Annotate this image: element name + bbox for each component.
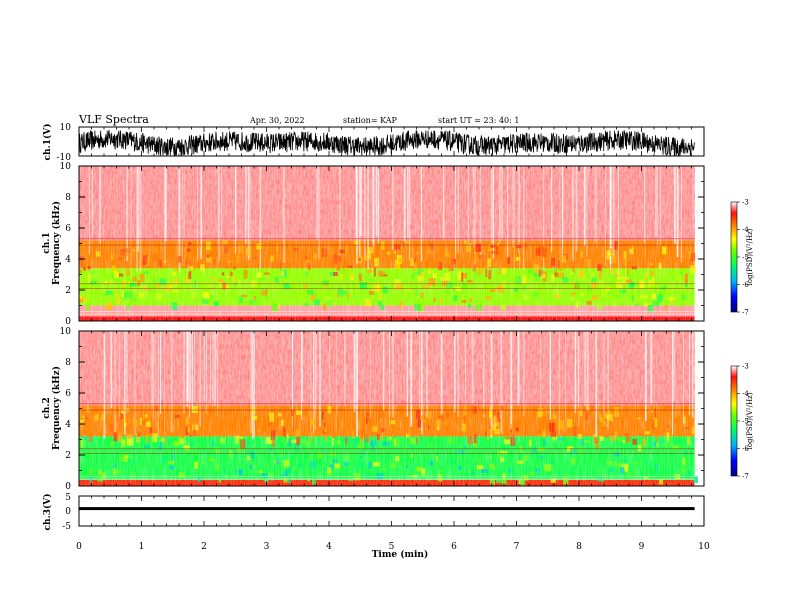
ch1-colorbar-label: log(PSD)(V²/Hz) [746,228,754,285]
ch1-spectrogram-image [79,166,704,321]
xtick-label: 5 [389,542,395,552]
ytick-label: 6 [65,224,71,234]
ch3-ytick-top: 5 [65,493,71,503]
ytick-label: 2 [65,451,71,461]
ch2-colorbar-ticks: -3 -4 -5 -6 -7 [737,363,749,481]
xtick-label: 10 [698,542,710,552]
x-axis-ticks: 0 1 2 3 4 5 6 7 8 9 10 [76,127,710,552]
ytick-label: 0 [65,317,71,327]
station-label: station= KAP [343,116,398,125]
ch1-colorbar: -3 -4 -5 -6 -7 log(PSD)(V²/Hz) [730,199,754,317]
ch1-ytick-bottom: -10 [57,153,72,163]
colorbar-tick-label: -6 [742,445,749,453]
xtick-label: 1 [139,542,145,552]
colorbar-tick-label: -3 [742,199,749,207]
ch3-ytick-mid: 0 [65,507,71,517]
ytick-label: 10 [60,162,72,172]
colorbar-tick-label: -5 [742,254,749,262]
colorbar-tick-label: -7 [742,309,749,317]
ch2-colorbar-gradient [730,365,738,477]
figure-title: VLF Spectra [78,113,149,126]
ytick-label: 10 [60,327,72,337]
ch1-waveform-line [78,129,695,156]
ytick-label: 8 [65,358,71,368]
ch1-spectrogram-yticks: 0 2 4 6 8 10 [60,162,704,327]
xtick-label: 0 [76,542,82,552]
xtick-label: 9 [639,542,645,552]
xtick-label: 6 [451,542,457,552]
ytick-label: 2 [65,286,71,296]
xtick-label: 7 [514,542,520,552]
ch2-spectrogram-ylabel-line1: ch.2 [42,397,52,418]
ytick-label: 0 [65,482,71,492]
x-axis-label: Time (min) [372,549,429,560]
start-time-label: start UT = 23: 40: 1 [438,116,519,125]
ch1-waveform-ylabel: ch.1(V) [42,124,53,161]
ch3-waveform-band [79,507,695,511]
spectrogram-grain [79,166,695,321]
ytick-label: 6 [65,389,71,399]
xtick-label: 2 [201,542,207,552]
ch3-waveform-ylabel: ch.3(V) [42,494,53,531]
colorbar-tick-label: -7 [742,473,749,481]
ch1-spectrogram-ylabel-line1: ch.1 [42,232,52,253]
ch2-colorbar-label: log(PSD)(V²/Hz) [746,392,754,449]
spectrogram-blob [693,476,698,484]
date-label: Apr. 30, 2022 [249,116,305,125]
colorbar-tick-label: -5 [742,418,749,426]
ch1-spectrogram-ylabel-line2: Frequency (kHz) [51,201,62,285]
ch2-spectrogram-image [79,331,704,486]
ch2-spectrogram-panel: 0 2 4 6 8 10 ch.2 Frequency (kHz) [42,327,705,492]
ch2-spectrogram-yticks: 0 2 4 6 8 10 [60,327,704,492]
xtick-label: 8 [576,542,582,552]
xtick-label: 3 [264,542,270,552]
ch3-ytick-bottom: -5 [62,522,71,532]
ch1-colorbar-gradient [730,201,738,313]
colorbar-tick-label: -4 [742,226,749,234]
ch1-spectrogram-panel: 0 2 4 6 8 10 ch.1 Frequency (kHz) [42,162,705,327]
ytick-label: 4 [65,420,71,430]
ytick-label: 4 [65,255,71,265]
xtick-label: 4 [326,542,332,552]
ch1-colorbar-ticks: -3 -4 -5 -6 -7 [737,199,749,317]
colorbar-tick-label: -4 [742,390,749,398]
ch2-colorbar: -3 -4 -5 -6 -7 log(PSD)(V²/Hz) [730,363,754,481]
ch1-ytick-top: 10 [60,123,72,133]
ytick-label: 8 [65,193,71,203]
spectrogram-grain [79,331,695,486]
ch2-spectrogram-ylabel-line2: Frequency (kHz) [51,366,62,450]
colorbar-tick-label: -3 [742,363,749,371]
colorbar-tick-label: -6 [742,281,749,289]
